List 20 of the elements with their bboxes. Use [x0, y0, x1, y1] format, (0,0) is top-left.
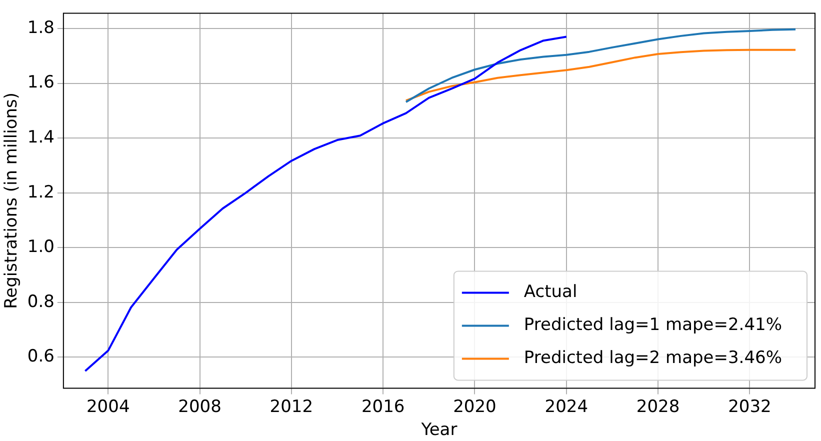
x-tick-label: 2008	[178, 396, 222, 417]
legend-label: Predicted lag=2 mape=3.46%	[524, 348, 782, 368]
y-tick-label: 1.0	[27, 237, 54, 258]
x-tick-label: 2024	[544, 396, 588, 417]
y-tick-label: 0.6	[27, 346, 54, 367]
y-tick-label: 1.8	[27, 18, 54, 38]
x-tick-label: 2020	[453, 396, 496, 417]
x-tick-label: 2032	[728, 396, 772, 417]
x-tick-label: 2012	[270, 396, 314, 417]
y-tick-label: 0.8	[27, 292, 54, 312]
x-tick-label: 2028	[636, 396, 680, 417]
y-tick-label: 1.4	[27, 128, 54, 148]
y-tick-label: 1.2	[27, 182, 54, 202]
legend-label: Predicted lag=1 mape=2.41%	[524, 315, 782, 336]
legend-label: Actual	[524, 282, 578, 302]
x-axis-title: Year	[420, 420, 458, 440]
x-tick-label: 2004	[86, 396, 130, 417]
y-axis-title: Registrations (in millions)	[2, 92, 22, 309]
x-tick-label: 2016	[361, 396, 405, 417]
y-tick-label: 1.6	[27, 72, 54, 93]
